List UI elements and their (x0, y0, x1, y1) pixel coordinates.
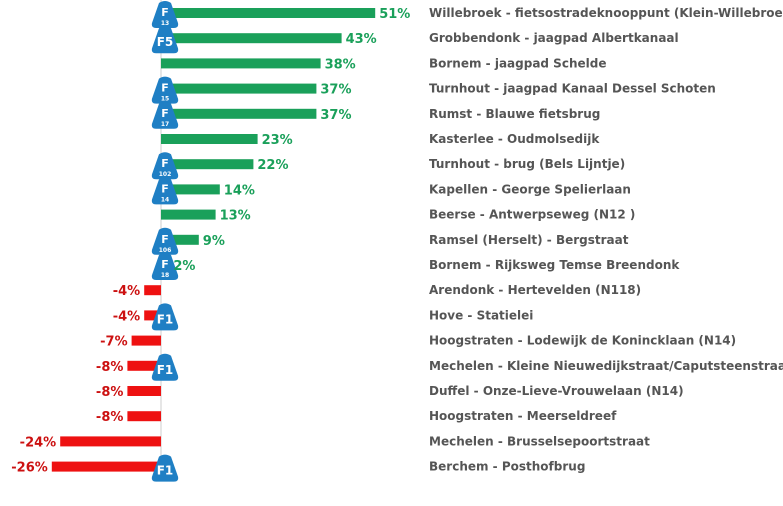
svg-text:F1: F1 (157, 312, 174, 326)
category-label-4: Turnhout - jaagpad Kanaal Dessel Schoten (429, 82, 716, 96)
bar-3 (161, 58, 321, 69)
svg-text:102: 102 (159, 171, 172, 178)
category-label-13: Hove - Statielei (429, 308, 533, 322)
category-label-10: Ramsel (Herselt) - Bergstraat (429, 233, 629, 247)
value-label-8: 14% (224, 183, 255, 198)
category-label-11: Bornem - Rijksweg Temse Breendonk (429, 258, 680, 272)
category-label-12: Arendonk - Hertevelden (N118) (429, 283, 641, 297)
route-badge-f13-icon: F13 (151, 1, 179, 28)
svg-text:F: F (161, 157, 169, 170)
bar-13 (144, 310, 161, 321)
bar-19 (51, 461, 161, 472)
bar-17 (127, 411, 161, 422)
svg-text:14: 14 (161, 196, 169, 203)
category-label-2: Grobbendonk - jaagpad Albertkanaal (429, 31, 679, 45)
bar-5 (161, 108, 317, 119)
bar-12 (144, 285, 161, 296)
svg-text:106: 106 (159, 247, 172, 254)
route-badge-f15-icon: F15 (151, 76, 179, 104)
bar-16 (127, 386, 161, 396)
route-badge-f1-icon: F1 (151, 303, 179, 331)
value-label-4: 37% (320, 83, 351, 98)
svg-text:F: F (161, 258, 169, 271)
bar-8 (161, 184, 220, 195)
value-label-12: -4% (113, 284, 140, 299)
value-label-19: -26% (11, 461, 48, 476)
category-label-16: Duffel - Onze-Lieve-Vrouwelaan (N14) (429, 384, 684, 398)
bar-4 (161, 83, 317, 94)
value-label-7: 22% (257, 158, 288, 173)
svg-text:18: 18 (161, 272, 169, 279)
route-badge-f5-icon: F5 (151, 26, 179, 54)
svg-text:F: F (161, 107, 169, 120)
route-badge-f14-icon: F14 (151, 177, 179, 205)
svg-text:17: 17 (161, 121, 169, 128)
bar-14 (131, 335, 161, 346)
value-label-2: 43% (346, 32, 377, 47)
category-label-1: Willebroek - fietsostradeknooppunt (Klei… (429, 6, 783, 20)
bar-1 (161, 8, 376, 18)
bar-18 (60, 436, 162, 447)
svg-text:F1: F1 (157, 464, 174, 478)
value-label-18: -24% (20, 435, 57, 450)
bar-15 (127, 360, 161, 371)
bar-9 (161, 209, 216, 220)
category-label-15: Mechelen - Kleine Nieuwedijkstraat/Caput… (429, 359, 783, 373)
route-badge-f1-icon: F1 (151, 454, 179, 482)
value-label-15: -8% (96, 360, 123, 375)
category-label-19: Berchem - Posthofbrug (429, 460, 585, 474)
value-label-1: 51% (379, 7, 410, 22)
svg-text:F5: F5 (157, 35, 174, 49)
route-badge-f1-icon: F1 (151, 353, 179, 381)
bar-2 (161, 33, 342, 44)
bar-6 (161, 134, 258, 144)
value-label-16: -8% (96, 385, 123, 400)
category-label-6: Kasterlee - Oudmolsedijk (429, 132, 600, 146)
value-label-6: 23% (262, 133, 293, 148)
bar-7 (161, 159, 254, 170)
value-label-5: 37% (320, 108, 351, 123)
value-label-9: 13% (220, 209, 251, 224)
svg-text:F: F (161, 182, 169, 195)
value-label-11: 2% (173, 259, 195, 274)
category-label-9: Beerse - Antwerpseweg (N12 ) (429, 208, 635, 222)
svg-text:F: F (161, 82, 169, 95)
svg-text:15: 15 (161, 96, 169, 103)
value-label-3: 38% (325, 57, 356, 72)
route-badge-f17-icon: F17 (151, 101, 179, 129)
svg-text:F: F (161, 6, 169, 19)
value-label-13: -4% (113, 309, 140, 324)
value-label-10: 9% (203, 234, 225, 249)
svg-text:F1: F1 (157, 363, 174, 377)
svg-text:F: F (161, 233, 169, 246)
category-label-14: Hoogstraten - Lodewijk de Konincklaan (N… (429, 334, 736, 348)
category-label-3: Bornem - jaagpad Schelde (429, 56, 606, 70)
route-badge-f18-icon: F18 (151, 253, 179, 280)
category-label-8: Kapellen - George Spelierlaan (429, 182, 631, 196)
category-label-18: Mechelen - Brusselsepoortstraat (429, 434, 650, 448)
category-label-7: Turnhout - brug (Bels Lijntje) (429, 157, 625, 171)
svg-text:13: 13 (161, 20, 169, 27)
value-label-14: -7% (100, 335, 127, 350)
category-label-5: Rumst - Blauwe fietsbrug (429, 107, 600, 121)
bar-10 (161, 234, 199, 245)
value-label-17: -8% (96, 410, 123, 425)
category-label-17: Hoogstraten - Meerseldreef (429, 409, 617, 423)
